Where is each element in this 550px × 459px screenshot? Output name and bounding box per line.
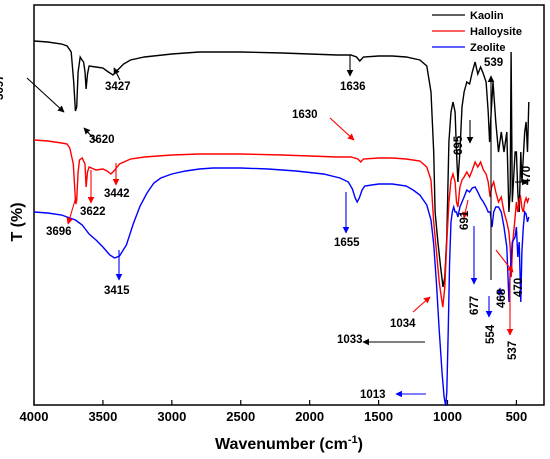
annotation-label: 3622 [80,206,106,218]
annotation-label: 470 [513,278,525,297]
x-tick-label: 4000 [20,409,49,424]
annotation-arrow [83,127,97,142]
annotation-layer: 3697 3620 3427 1636 1630 3696 3622 3442 1655 3415… [0,55,533,401]
annotation-label: 3697 [0,74,6,100]
annotation-label: 470 [521,166,533,185]
annotation-label: 554 [485,324,497,344]
annotation-arrow [26,77,65,113]
x-tick-label: 1000 [433,409,462,424]
series-layer [33,40,530,407]
annotation-arrow [66,196,77,225]
legend-label-halloysite: Halloysite [470,26,522,38]
x-axis-title-superscript: -1 [348,434,358,446]
x-tick-label: 3000 [157,409,186,424]
annotation-label: 3442 [104,188,130,200]
annotation-label: 3696 [46,226,72,238]
x-tick-label: 2000 [295,409,324,424]
series-line-halloysite [33,139,530,308]
series-line-zeolite [33,167,530,407]
annotation-label: 691 [459,210,471,230]
annotation-label: 677 [469,296,481,315]
plot-frame [33,4,545,406]
annotation-arrow [495,249,514,273]
annotation-label: 1013 [360,389,386,401]
legend-label-zeolite: Zeolite [470,42,505,54]
annotation-label: 537 [507,341,519,360]
annotation-label: 468 [496,288,508,308]
x-axis-title-main: Wavenumber (cm [215,436,348,453]
x-axis-ticks: 4000 3500 3000 2500 2000 1500 1000 500 [20,400,528,424]
annotation-arrow [462,199,469,219]
legend-label-kaolin: Kaolin [470,10,504,22]
series-line-kaolin [33,40,530,288]
annotation-label: 539 [484,57,503,69]
x-axis-title: Wavenumber (cm-1) [215,434,363,453]
annotation-arrow [113,67,121,81]
annotation-label: 1033 [337,334,363,346]
x-axis-title-end: ) [358,436,363,453]
x-tick-label: 3500 [88,409,117,424]
annotation-label: 1636 [340,81,366,93]
annotation-arrow [412,296,431,313]
annotation-label: 695 [453,135,465,155]
x-tick-label: 1500 [364,409,393,424]
x-tick-label: 2500 [226,409,255,424]
annotation-label: 1655 [334,237,360,249]
annotation-label: 3427 [105,81,131,93]
legend: Kaolin Halloysite Zeolite [432,10,522,54]
annotation-label: 1034 [390,318,416,330]
y-axis-title: T (%) [9,202,26,241]
annotation-arrow [329,117,355,141]
annotation-label: 3620 [89,134,115,146]
x-tick-label: 500 [506,409,528,424]
annotation-label: 1630 [292,109,318,121]
annotation-label: 3415 [104,285,130,297]
